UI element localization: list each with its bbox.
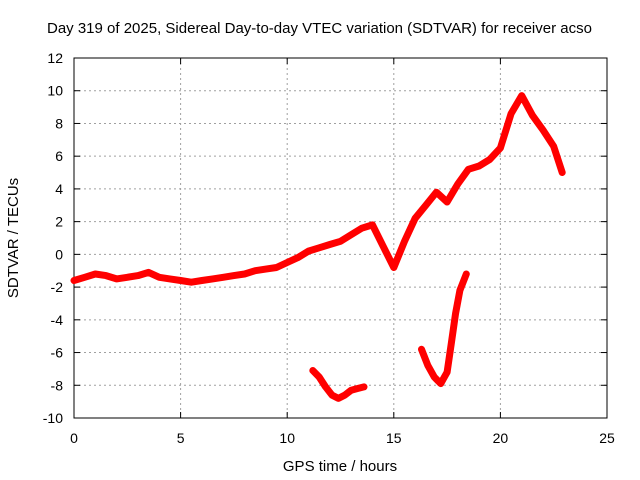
series-trace-main [70, 92, 566, 286]
y-tick-label: 10 [47, 83, 63, 99]
x-axis-ticks: 0 5 10 15 20 25 [70, 58, 615, 446]
x-tick-label: 20 [493, 430, 509, 446]
x-tick-label: 0 [70, 430, 78, 446]
x-tick-label: 10 [279, 430, 295, 446]
series-trace-segment-2 [418, 270, 470, 388]
y-tick-label: -2 [51, 279, 64, 295]
y-tick-label: 6 [55, 148, 63, 164]
y-tick-label: -4 [51, 312, 64, 328]
y-tick-label: 12 [47, 50, 63, 66]
series-trace-segment-1 [309, 367, 368, 402]
plot-frame [73, 57, 608, 419]
y-tick-label: -6 [51, 345, 64, 361]
grid-lines [74, 58, 607, 418]
x-tick-label: 15 [386, 430, 402, 446]
y-tick-label: 0 [55, 246, 63, 262]
chart-title: Day 319 of 2025, Sidereal Day-to-day VTE… [47, 20, 592, 37]
y-axis-label: SDTVAR / TECUs [5, 178, 22, 298]
y-axis-ticks: 12 10 8 6 4 2 0 -2 -4 -6 -8 -10 [43, 50, 607, 426]
y-tick-label: 2 [55, 214, 63, 230]
y-tick-label: -10 [43, 410, 63, 426]
y-tick-label: 4 [55, 181, 63, 197]
y-tick-label: 8 [55, 115, 63, 131]
x-tick-label: 25 [599, 430, 615, 446]
x-axis-label: GPS time / hours [283, 458, 397, 475]
data-points [70, 92, 566, 402]
y-tick-label: -8 [51, 377, 64, 393]
x-tick-label: 5 [177, 430, 185, 446]
